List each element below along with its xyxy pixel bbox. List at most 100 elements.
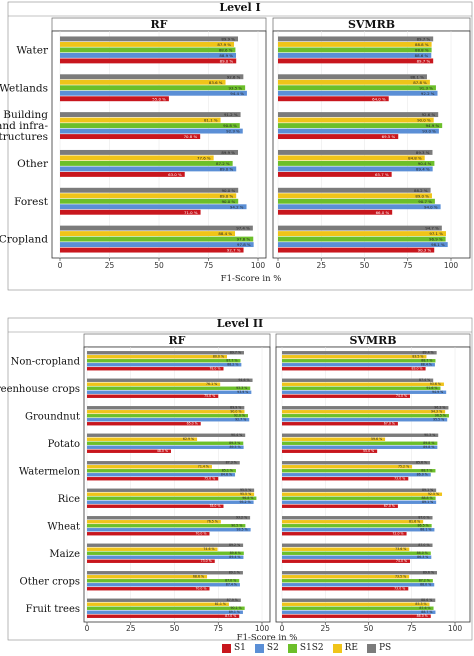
panel-title-level-ii-svmrb: SVMRB [349,334,396,347]
category-label-level-ii-potato: Potato [48,439,80,450]
data-label-level-ii-svmrb-rice-s1: 67.0 % [384,504,395,508]
bar-level-i-rf-forest-s2 [60,204,247,210]
bar-level-i-svmrb-cropland-re [278,231,446,237]
figure-frame-level-i [7,1,473,291]
bar-level-ii-rf-other-crops-s1 [87,587,210,591]
bar-level-i-rf-building-and-infra-structures-s1 [60,134,201,140]
bar-level-i-rf-other-s2 [60,166,237,172]
category-label-level-ii-maize: Maize [49,549,80,560]
data-label-level-i-svmrb-other-s2: 89.4 % [416,167,430,172]
bar-level-i-rf-cropland-s1s2 [60,236,254,242]
legend-item-ps: PS [366,643,391,653]
bar-level-i-rf-water-re [60,41,235,47]
bar-level-ii-svmrb-rice-s1s2 [282,496,436,500]
bar-level-ii-rf-fruit-trees-ps [87,598,241,602]
data-label-level-ii-svmrb-maize-ps: 87.0 % [418,543,429,547]
data-label-level-ii-rf-potato-s1s2: 89.3 % [229,441,240,445]
bar-level-ii-svmrb-watermelon-s1s2 [282,469,436,473]
bar-level-ii-rf-greenhouse-crops-s2 [87,390,252,394]
data-label-level-ii-rf-wheat-ps: 93.2 % [236,516,247,520]
data-label-level-ii-svmrb-groundnut-s1s2: 96.5 % [435,414,446,418]
bar-level-i-rf-cropland-re [60,231,236,237]
data-label-level-ii-svmrb-other-crops-s1: 73.0 % [394,587,405,591]
data-label-level-ii-svmrb-non-cropland-ps: 89.4 % [423,351,434,355]
bar-level-ii-rf-groundnut-s1 [87,422,201,426]
data-label-level-i-rf-water-s1: 89.0 % [220,59,234,64]
data-label-level-ii-rf-other-crops-s1: 70.0 % [195,587,206,591]
x-tick-label-level-i-rf: 25 [105,261,115,270]
category-label-level-ii-watermelon: Watermelon [19,466,81,477]
data-label-level-i-svmrb-forest-s2: 94.0 % [424,204,438,209]
data-label-level-i-svmrb-building-and-infra-structures-s1: 69.5 % [382,134,396,139]
bar-level-i-svmrb-water-s1s2 [278,47,432,53]
data-label-level-i-svmrb-other-s1s2: 90.4 % [418,161,432,166]
bar-level-ii-svmrb-non-cropland-s1s2 [282,359,436,363]
bar-level-i-svmrb-wetlands-re [278,79,430,85]
data-label-level-ii-rf-other-crops-re: 68.6 % [193,575,204,579]
x-tick-label-level-ii-rf: 75 [213,624,223,633]
data-label-level-ii-rf-non-cropland-s2: 88.2 % [227,363,238,367]
bar-level-ii-rf-non-cropland-s1 [87,367,224,371]
data-label-level-ii-rf-potato-re: 62.9 % [183,437,194,441]
bar-level-i-svmrb-water-s1 [278,58,434,64]
bar-level-ii-rf-maize-s1s2 [87,551,244,555]
data-label-level-ii-rf-rice-s1s2: 96.8 % [242,496,253,500]
data-label-level-i-rf-forest-re: 89.0 % [220,193,234,198]
data-label-level-i-rf-water-re: 87.9 % [217,42,231,47]
bar-level-ii-svmrb-greenhouse-crops-ps [282,378,434,382]
bar-level-ii-svmrb-rice-s1 [282,504,398,508]
data-label-level-ii-rf-non-cropland-ps: 89.7 % [230,351,241,355]
data-label-level-ii-svmrb-maize-s2: 86.3 % [417,555,428,559]
data-label-level-ii-rf-non-cropland-s1s2: 87.7 % [226,359,237,363]
bar-level-ii-svmrb-potato-s2 [282,445,438,449]
bar-level-ii-rf-groundnut-s1s2 [87,414,248,418]
data-label-level-i-svmrb-cropland-s1: 90.3 % [418,248,432,253]
data-label-level-ii-rf-rice-s2: 95.2 % [239,500,250,504]
data-label-level-ii-rf-watermelon-re: 71.4 % [198,465,209,469]
category-label-level-ii-groundnut: Groundnut [25,411,80,422]
category-label-level-ii-other-crops: Other crops [20,576,80,587]
data-label-level-ii-rf-potato-s2: 89.5 % [229,445,240,449]
bar-level-ii-rf-watermelon-re [87,465,212,469]
data-label-level-ii-svmrb-potato-re: 59.6 % [371,437,382,441]
bar-level-ii-svmrb-maize-s1s2 [282,551,431,555]
bar-level-i-rf-wetlands-re [60,79,226,85]
bar-level-i-svmrb-building-and-infra-structures-re [278,117,434,123]
bar-level-ii-rf-non-cropland-re [87,355,227,359]
data-label-level-ii-svmrb-other-crops-ps: 89.6 % [423,571,434,575]
bar-level-i-svmrb-wetlands-ps [278,74,427,80]
legend-swatch-s1s2 [287,643,297,653]
legend-item-re: RE [332,643,358,653]
data-label-level-ii-rf-maize-s2: 89.4 % [229,555,240,559]
category-label-level-i-cropland: Cropland [0,234,48,246]
category-label-level-i-forest: Forest [14,196,49,208]
bar-level-i-rf-other-ps [60,149,239,155]
data-label-level-i-rf-building-and-infra-structures-ps: 91.2 % [224,112,238,117]
bar-level-ii-svmrb-watermelon-s1 [282,477,409,481]
data-label-level-i-svmrb-building-and-infra-structures-re: 90.0 % [417,118,431,123]
legend: S1 S2 S1S2 RE PS [222,642,400,654]
data-label-level-i-rf-other-re: 77.6 % [197,156,211,161]
x-tick-label-level-i-svmrb: 100 [444,261,459,270]
bar-level-ii-rf-wheat-s1 [87,532,210,536]
bar-level-i-svmrb-other-s1 [278,171,392,177]
data-label-level-ii-svmrb-non-cropland-re: 83.5 % [412,355,423,359]
data-label-level-ii-svmrb-greenhouse-crops-ps: 87.4 % [419,378,430,382]
x-tick-label-level-ii-rf: 100 [255,624,270,633]
bar-level-ii-svmrb-maize-s1 [282,559,411,563]
data-label-level-ii-rf-watermelon-s1: 75.0 % [204,477,215,481]
bar-level-i-svmrb-building-and-infra-structures-s1 [278,134,399,140]
data-label-level-ii-rf-groundnut-s1: 65.0 % [187,422,198,426]
category-label-level-ii-greenhouse-crops: Greenhouse crops [0,384,80,395]
bar-level-i-rf-forest-ps [60,187,239,193]
data-label-level-ii-svmrb-non-cropland-s1: 83.0 % [411,367,422,371]
bar-level-ii-rf-other-crops-re [87,575,208,579]
data-label-level-ii-svmrb-wheat-s1: 72.0 % [392,532,403,536]
bar-level-ii-svmrb-watermelon-ps [282,461,431,465]
bar-level-ii-svmrb-wheat-re [282,520,424,524]
bar-level-ii-svmrb-watermelon-s2 [282,473,431,477]
data-label-level-i-svmrb-water-s1s2: 88.8 % [415,48,429,53]
data-label-level-i-svmrb-cropland-ps: 94.7 % [425,226,439,231]
data-label-level-ii-svmrb-wheat-re: 81.6 % [409,520,420,524]
data-label-level-ii-rf-rice-s1: 78.0 % [209,504,220,508]
